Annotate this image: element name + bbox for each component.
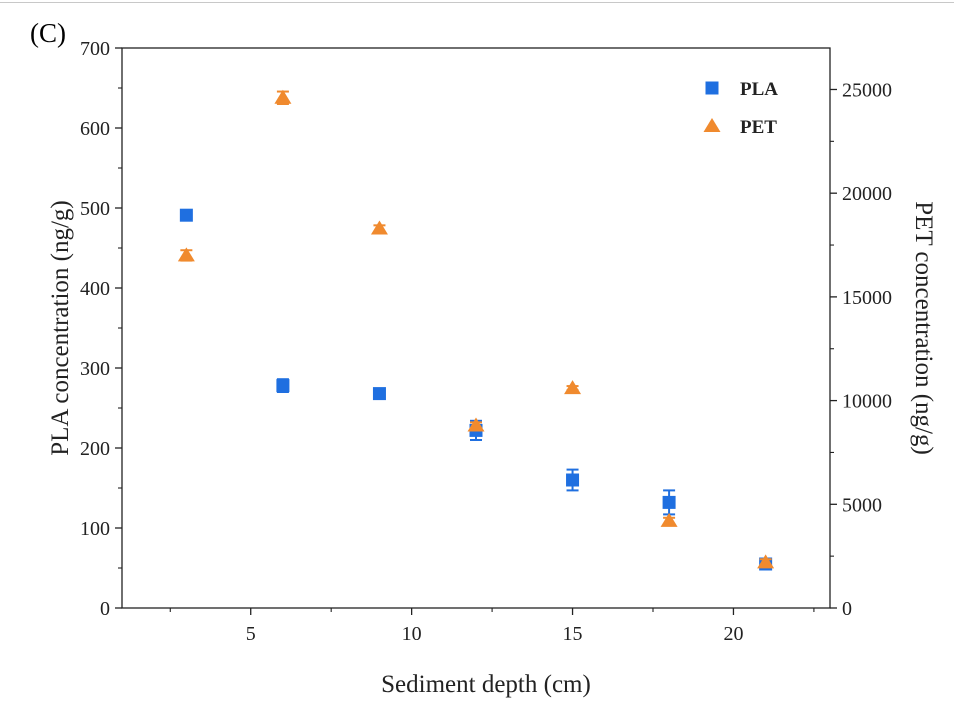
pet-point [467,417,485,432]
pet-point [274,89,292,104]
pet-point [757,554,775,569]
right-y-axis-title: PET concentration (ng/g) [910,201,937,455]
left-axis-ticks: 0 100 200 300 400 500 600 700 [80,38,122,620]
pet-point [564,380,582,395]
pla-point [276,379,290,393]
left-tick-label: 0 [100,598,110,620]
right-tick-label: 20000 [842,183,892,205]
pla-point [372,387,386,401]
left-tick-label: 700 [80,38,110,60]
pla-point [179,208,193,222]
plot-frame [121,47,831,609]
top-border-line [0,2,954,3]
left-tick-label: 500 [80,198,110,220]
x-tick-label: 20 [723,623,743,645]
left-tick-label: 400 [80,278,110,300]
legend-label-pet: PET [740,117,777,138]
pet-point [177,247,195,262]
x-tick-label: 15 [563,623,583,645]
left-tick-label: 600 [80,118,110,140]
pet-point [660,512,678,527]
x-tick-label: 5 [246,623,256,645]
x-axis-title: Sediment depth (cm) [381,671,591,698]
left-tick-label: 200 [80,438,110,460]
x-tick-label: 10 [402,623,422,645]
right-tick-label: 5000 [842,494,882,516]
pla-point [566,473,580,487]
series-layer [177,89,775,571]
right-tick-label: 25000 [842,79,892,101]
left-tick-label: 300 [80,358,110,380]
right-axis-ticks: 0 5000 10000 15000 20000 25000 [830,79,892,620]
series-pet [177,89,775,569]
pet-point [370,220,388,235]
left-tick-label: 100 [80,518,110,540]
right-tick-label: 10000 [842,391,892,413]
legend-pet-marker [703,118,721,132]
legend: PLA PET [703,79,778,138]
right-tick-label: 0 [842,598,852,620]
axes-frame [121,47,831,609]
series-pla [179,208,773,571]
x-axis-ticks: 5 10 15 20 [169,608,815,645]
pla-point [662,495,676,509]
legend-label-pla: PLA [740,79,778,100]
right-tick-label: 15000 [842,287,892,309]
panel-label: (C) [30,18,66,48]
left-y-axis-title: PLA concentration (ng/g) [47,200,74,456]
legend-pla-marker [705,81,719,95]
